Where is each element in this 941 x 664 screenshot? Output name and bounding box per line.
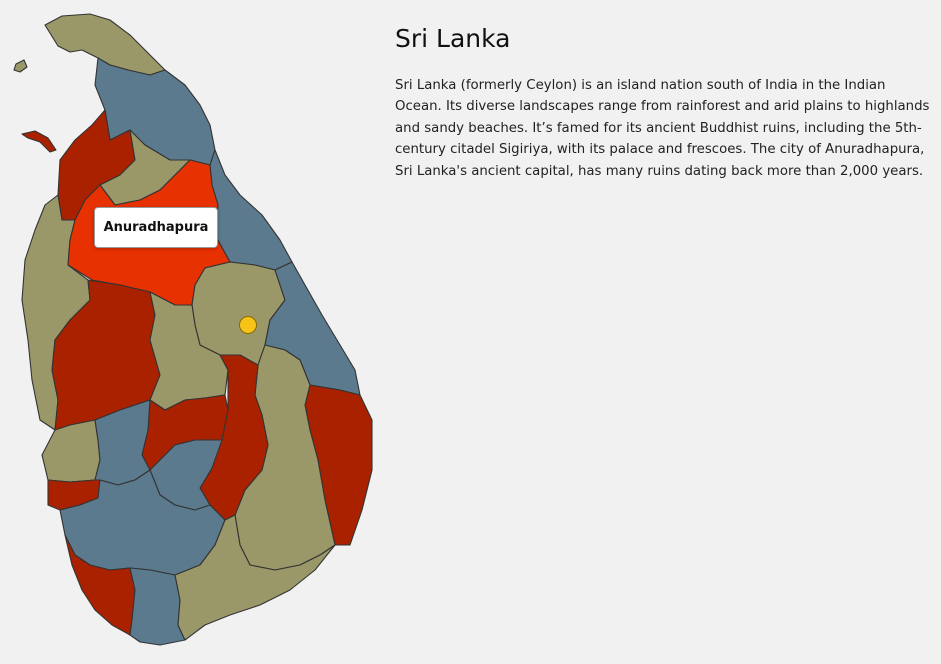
- region-tooltip: Anuradhapura: [94, 207, 218, 248]
- district-gampaha[interactable]: [41, 419, 101, 483]
- district-galle[interactable]: [129, 567, 186, 646]
- island-mannar[interactable]: [21, 130, 57, 153]
- description-text: Sri Lanka (formerly Ceylon) is an island…: [395, 78, 930, 179]
- info-panel: Sri Lanka Sri Lanka (formerly Ceylon) is…: [395, 24, 930, 182]
- page-title: Sri Lanka: [395, 24, 511, 53]
- district-hambantota[interactable]: [174, 514, 336, 641]
- location-marker[interactable]: [239, 316, 257, 334]
- island-delft[interactable]: [13, 59, 28, 73]
- map-svg: [13, 13, 373, 646]
- sri-lanka-map: Anuradhapura: [0, 0, 390, 664]
